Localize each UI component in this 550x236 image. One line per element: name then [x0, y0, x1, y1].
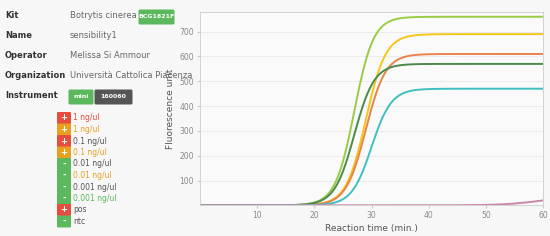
Text: Name: Name [5, 31, 32, 41]
Text: 1 ng/ul: 1 ng/ul [73, 114, 100, 122]
Text: 0.01 ng/ul: 0.01 ng/ul [73, 160, 112, 169]
FancyBboxPatch shape [57, 193, 71, 205]
Text: Melissa Si Ammour: Melissa Si Ammour [70, 51, 150, 60]
X-axis label: Reaction time (min.): Reaction time (min.) [325, 224, 418, 233]
Text: +: + [60, 136, 68, 146]
Text: sensibility1: sensibility1 [70, 31, 118, 41]
Text: BCG1821F: BCG1821F [139, 14, 175, 20]
Text: +: + [60, 125, 68, 134]
Text: 0.1 ng/ul: 0.1 ng/ul [73, 148, 107, 157]
Text: pos: pos [73, 206, 86, 215]
Text: Organization: Organization [5, 72, 66, 80]
FancyBboxPatch shape [57, 147, 71, 159]
Text: +: + [60, 114, 68, 122]
Text: -: - [62, 194, 66, 203]
Text: 0.1 ng/ul: 0.1 ng/ul [73, 136, 107, 146]
FancyBboxPatch shape [57, 169, 71, 181]
Text: 160060: 160060 [101, 94, 126, 100]
Text: ntc: ntc [73, 217, 85, 226]
Text: 1 ng/ul: 1 ng/ul [73, 125, 100, 134]
Text: Università Cattolica Piacenza: Università Cattolica Piacenza [70, 72, 192, 80]
FancyBboxPatch shape [69, 89, 94, 105]
Text: 0.001 ng/ul: 0.001 ng/ul [73, 182, 117, 191]
Text: Botrytis cinerea: Botrytis cinerea [70, 12, 137, 21]
FancyBboxPatch shape [57, 215, 71, 228]
Text: Kit: Kit [5, 12, 19, 21]
Text: 0.01 ng/ul: 0.01 ng/ul [73, 171, 112, 180]
FancyBboxPatch shape [57, 135, 71, 147]
FancyBboxPatch shape [57, 123, 71, 135]
Text: -: - [62, 217, 66, 226]
Text: mini: mini [73, 94, 89, 100]
FancyBboxPatch shape [139, 9, 174, 25]
Text: +: + [60, 148, 68, 157]
Text: Operator: Operator [5, 51, 48, 60]
Text: -: - [62, 182, 66, 191]
Text: +: + [60, 206, 68, 215]
FancyBboxPatch shape [57, 112, 71, 124]
Text: 0.001 ng/ul: 0.001 ng/ul [73, 194, 117, 203]
FancyBboxPatch shape [95, 89, 133, 105]
Text: -: - [62, 171, 66, 180]
FancyBboxPatch shape [57, 158, 71, 170]
Text: -: - [62, 160, 66, 169]
FancyBboxPatch shape [57, 204, 71, 216]
Y-axis label: Fluorescence unit: Fluorescence unit [166, 68, 175, 149]
Text: Instrument: Instrument [5, 92, 58, 101]
FancyBboxPatch shape [57, 181, 71, 193]
